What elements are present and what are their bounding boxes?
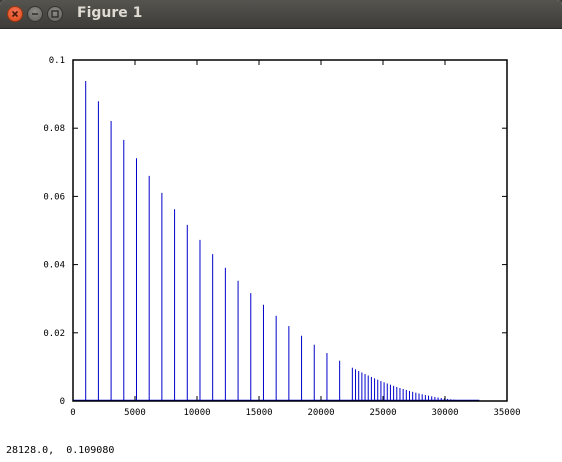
window-title: Figure 1	[77, 5, 143, 21]
close-button[interactable]	[7, 6, 23, 22]
minimize-icon	[32, 13, 38, 15]
x-tick-label: 30000	[431, 408, 458, 418]
axes-frame	[72, 59, 508, 402]
y-tick-label: 0.06	[43, 192, 65, 202]
maximize-button[interactable]	[47, 6, 63, 22]
title-bar[interactable]: Figure 1	[0, 0, 562, 29]
y-tick-label: 0.1	[49, 56, 65, 66]
y-tick-label: 0	[60, 397, 65, 407]
status-bar: 28128.0, 0.109080	[0, 443, 562, 462]
plot-canvas[interactable]: 0 5000 10000 15000 20000 25000 30000 35000 0 0.02…	[0, 29, 562, 443]
close-icon	[11, 10, 19, 18]
y-tick-label: 0.04	[43, 261, 65, 271]
maximize-icon	[51, 10, 59, 18]
minimize-button[interactable]	[27, 6, 43, 22]
stem-plot[interactable]: 0 5000 10000 15000 20000 25000 30000 35000 0 0.02…	[0, 29, 562, 443]
y-tick-label: 0.08	[43, 124, 65, 134]
cursor-coordinates: 28128.0, 0.109080	[6, 445, 115, 456]
x-tick-label: 15000	[245, 408, 272, 418]
x-tick-label: 10000	[183, 408, 210, 418]
x-tick-label: 25000	[369, 408, 396, 418]
y-tick-label: 0.02	[43, 329, 65, 339]
x-tick-label: 35000	[493, 408, 520, 418]
x-tick-label: 20000	[307, 408, 334, 418]
x-tick-label: 0	[70, 408, 75, 418]
x-tick-label: 5000	[124, 408, 146, 418]
